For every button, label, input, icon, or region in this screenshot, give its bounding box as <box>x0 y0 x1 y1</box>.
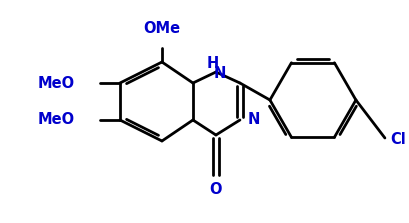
Text: O: O <box>210 182 222 198</box>
Text: OMe: OMe <box>144 21 180 35</box>
Text: N: N <box>214 66 226 81</box>
Text: N: N <box>248 112 260 128</box>
Text: MeO: MeO <box>38 76 75 91</box>
Text: Cl: Cl <box>390 132 406 147</box>
Text: MeO: MeO <box>38 112 75 128</box>
Text: H: H <box>207 56 219 70</box>
